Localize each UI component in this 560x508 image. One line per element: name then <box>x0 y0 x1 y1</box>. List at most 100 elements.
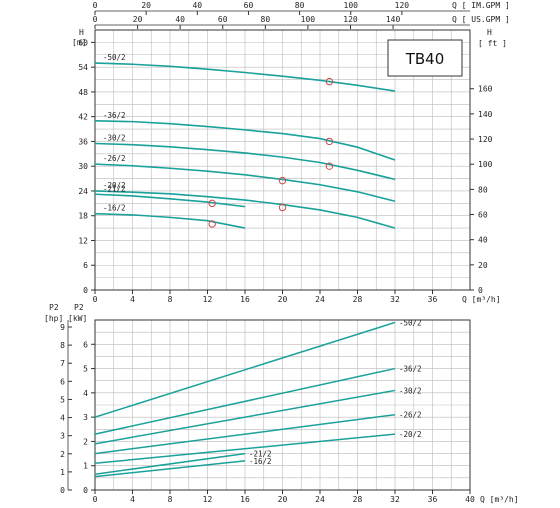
head-ft-tick-label: 20 <box>478 261 488 270</box>
head-q-tick-label: 32 <box>390 295 400 304</box>
power-curve-label: -26/2 <box>399 411 422 420</box>
duty-point-marker <box>278 203 287 212</box>
head-curve-label: -21/2 <box>103 184 126 193</box>
power-curve-label: -16/2 <box>249 457 272 466</box>
head-m-tick-label: 36 <box>78 137 88 146</box>
head-q-tick-label: 24 <box>315 295 325 304</box>
head-curve-label: -50/2 <box>103 53 126 62</box>
power-hp-tick-label: 3 <box>60 432 65 441</box>
power-curve-label: -21/2 <box>249 450 272 459</box>
head-q-axis-label: Q [m³/h] <box>462 295 501 304</box>
head-m-tick-label: 0 <box>83 286 88 295</box>
head-curve-label: -30/2 <box>103 133 126 142</box>
top-axis-tick-label: 60 <box>244 1 254 10</box>
head-curve <box>94 193 246 208</box>
power-hp-tick-label: 2 <box>60 450 65 459</box>
power-hp-axis-title: P2 <box>49 303 59 312</box>
power-kw-tick-label: 4 <box>83 389 88 398</box>
head-q-tick-label: 36 <box>428 295 438 304</box>
duty-point-marker <box>325 162 334 170</box>
head-curve <box>94 142 396 181</box>
power-hp-tick-label: 4 <box>60 414 65 423</box>
power-kw-tick-label: 6 <box>83 340 88 349</box>
top-axis-tick-label: 100 <box>344 1 359 10</box>
power-q-tick-label: 12 <box>203 495 213 504</box>
head-curve-label: -20/2 <box>103 181 126 190</box>
power-q-tick-label: 16 <box>240 495 250 504</box>
power-q-tick-label: 8 <box>168 495 173 504</box>
power-kw-tick-label: 5 <box>83 365 88 374</box>
power-curve <box>94 460 246 478</box>
head-q-tick-label: 8 <box>168 295 173 304</box>
power-q-tick-label: 28 <box>353 495 363 504</box>
series-layer <box>94 62 396 478</box>
power-q-tick-label: 32 <box>390 495 400 504</box>
top-axis-tick-label: 140 <box>386 15 401 24</box>
power-hp-tick-label: 1 <box>60 468 65 477</box>
top-axis-label: Q [ IM.GPM ] <box>452 1 510 10</box>
power-kw-tick-label: 3 <box>83 413 88 422</box>
head-ft-tick-label: 160 <box>478 85 493 94</box>
power-q-tick-label: 24 <box>315 495 325 504</box>
power-hp-tick-label: 5 <box>60 395 65 404</box>
power-hp-tick-label: 0 <box>60 486 65 495</box>
head-ft-tick-label: 40 <box>478 236 488 245</box>
power-curve <box>94 321 396 418</box>
power-q-tick-label: 0 <box>93 495 98 504</box>
label-layer: 06121824303642485460H[m]0204060801001201… <box>44 1 519 504</box>
head-ft-tick-label: 140 <box>478 110 493 119</box>
power-hp-tick-label: 6 <box>60 377 65 386</box>
head-curve <box>94 163 396 203</box>
top-axis-tick-label: 60 <box>218 15 228 24</box>
head-m-tick-label: 12 <box>78 236 88 245</box>
head-curve <box>94 190 396 229</box>
head-m-tick-label: 54 <box>78 63 88 72</box>
duty-point-marker <box>208 199 216 208</box>
head-m-tick-label: 6 <box>83 261 88 270</box>
power-kw-tick-label: 2 <box>83 437 88 446</box>
power-hp-axis-unit: [hp] <box>44 314 63 323</box>
power-curve-label: -20/2 <box>399 430 422 439</box>
head-m-tick-label: 18 <box>78 212 88 221</box>
power-hp-tick-label: 9 <box>60 323 65 332</box>
power-curve-label: -30/2 <box>399 386 422 395</box>
head-m-axis-title: H <box>79 28 84 37</box>
head-m-tick-label: 48 <box>78 88 88 97</box>
head-m-axis-unit: [m] <box>72 38 86 47</box>
power-q-tick-label: 20 <box>278 495 288 504</box>
power-kw-axis-title: P2 <box>74 303 84 312</box>
power-curve-label: -36/2 <box>399 365 422 374</box>
power-hp-tick-label: 7 <box>60 359 65 368</box>
power-kw-tick-label: 0 <box>83 486 88 495</box>
top-axis-tick-label: 0 <box>93 1 98 10</box>
duty-point-marker <box>208 220 216 228</box>
top-axis-label: Q [ US.GPM ] <box>452 15 510 24</box>
head-q-tick-label: 4 <box>130 295 135 304</box>
model-label: TB40 <box>405 50 445 68</box>
head-curve-label: -16/2 <box>103 204 126 213</box>
head-ft-tick-label: 60 <box>478 211 488 220</box>
head-m-tick-label: 24 <box>78 187 88 196</box>
top-axis-tick-label: 40 <box>192 1 202 10</box>
duty-point-marker <box>278 176 287 185</box>
power-q-axis-label: Q [m³/h] <box>480 495 519 504</box>
head-ft-axis-unit: [ ft ] <box>478 39 507 48</box>
axis-layer <box>67 10 474 494</box>
power-curve <box>94 367 396 435</box>
head-ft-tick-label: 120 <box>478 135 493 144</box>
power-q-tick-label: 40 <box>465 495 475 504</box>
power-q-tick-label: 4 <box>130 495 135 504</box>
top-axis-tick-label: 20 <box>141 1 151 10</box>
power-curve <box>94 413 396 455</box>
head-ft-tick-label: 80 <box>478 185 488 194</box>
top-axis-tick-label: 120 <box>395 1 410 10</box>
head-ft-tick-label: 100 <box>478 160 493 169</box>
top-axis-tick-label: 20 <box>133 15 143 24</box>
head-ft-axis-title: H <box>487 28 492 37</box>
top-axis-tick-label: 120 <box>343 15 358 24</box>
head-m-tick-label: 60 <box>78 38 88 47</box>
grid-layer <box>95 29 470 490</box>
top-axis-tick-label: 80 <box>261 15 271 24</box>
head-curve <box>94 119 396 161</box>
